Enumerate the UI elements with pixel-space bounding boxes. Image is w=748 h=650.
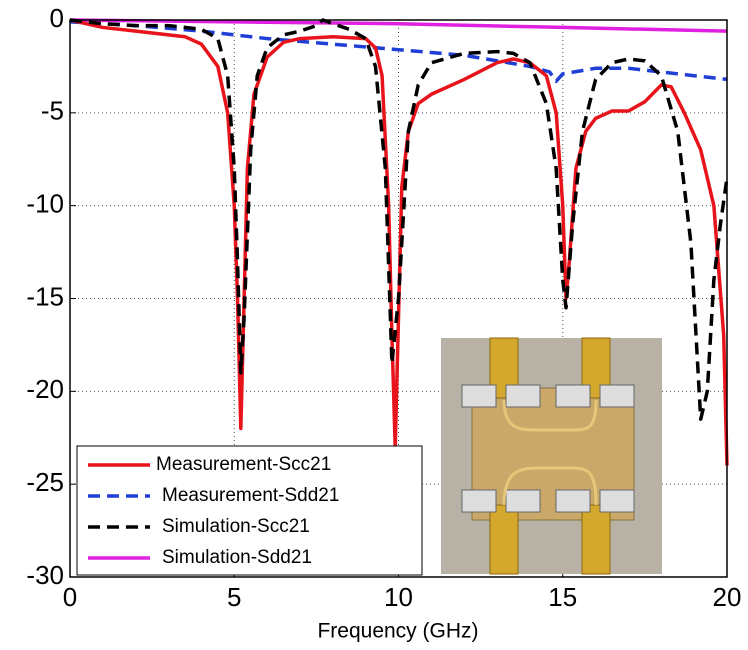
inset-photo: [441, 337, 662, 575]
connector: [489, 504, 519, 575]
trace: [502, 399, 598, 432]
clamp: [505, 384, 541, 408]
y-tick-label: -20: [26, 374, 64, 404]
y-tick-label: -10: [26, 189, 64, 219]
y-tick-label: -15: [26, 281, 64, 311]
x-tick-label: 20: [713, 582, 742, 612]
legend-label: Simulation-Scc21: [162, 516, 310, 537]
x-tick-label: 0: [63, 582, 77, 612]
plot-frame: [69, 19, 728, 578]
clamp: [505, 489, 541, 513]
x-tick-label: 5: [227, 582, 241, 612]
clamp: [555, 384, 591, 408]
y-tick-label: 0: [50, 3, 64, 33]
trace: [502, 466, 598, 506]
series-line: [69, 18, 728, 33]
x-axis-label: Frequency (GHz): [317, 620, 478, 643]
connector: [581, 504, 611, 575]
clamp: [461, 384, 497, 408]
y-tick-label: -5: [41, 96, 64, 126]
series-line: [69, 18, 729, 421]
legend-label: Measurement-Scc21: [156, 454, 331, 475]
clamp: [555, 489, 591, 513]
x-tick-label: 10: [384, 582, 413, 612]
legend-label: Simulation-Sdd21: [162, 547, 312, 568]
clamp: [599, 489, 635, 513]
legend-label: Measurement-Sdd21: [162, 485, 339, 506]
clamp: [461, 489, 497, 513]
legend-box: [76, 445, 423, 576]
x-tick-label: 15: [548, 582, 577, 612]
y-tick-label: -25: [26, 467, 64, 497]
legend: Measurement-Scc21 Measurement-Sdd21 Simula…: [76, 445, 423, 576]
clamp: [599, 384, 635, 408]
y-tick-label: -30: [26, 560, 64, 590]
